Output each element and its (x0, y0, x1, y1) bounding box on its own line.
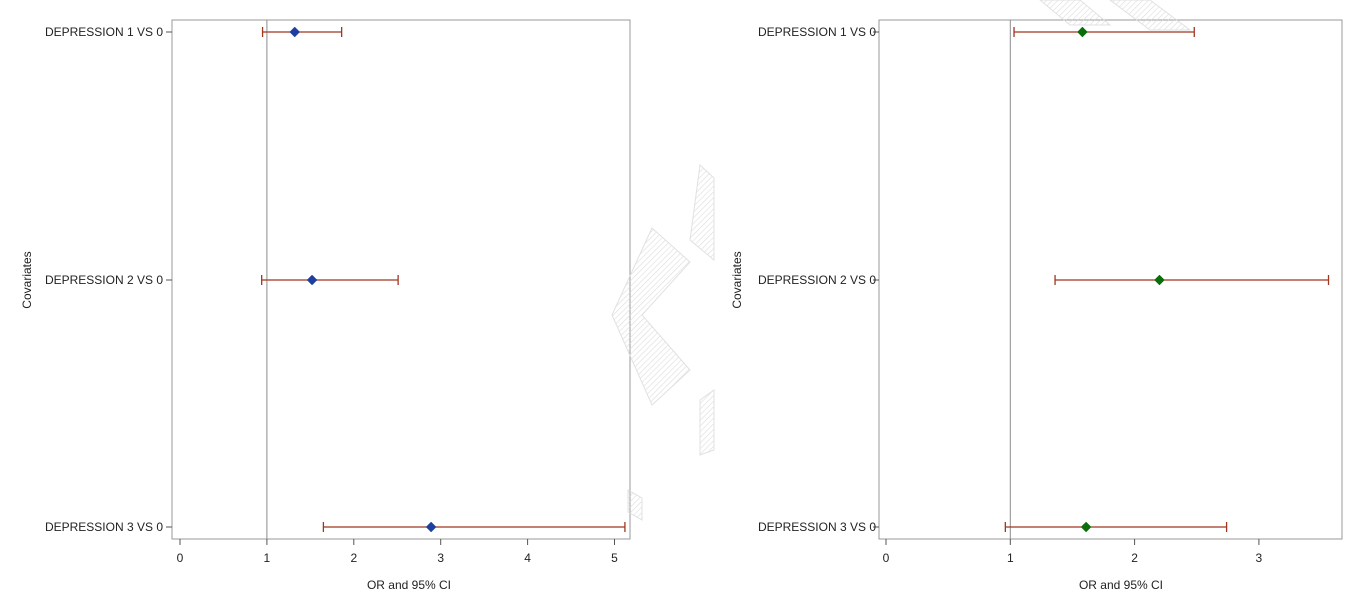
or-point (289, 26, 301, 38)
y-tick-label: DEPRESSION 2 VS 0 (758, 273, 876, 287)
y-axis-label: Covariates (20, 251, 34, 308)
forest-plot-right-svg: Covariates DEPRESSION 1 VS 0 DEPRESSION 2 … (730, 19, 1343, 592)
x-tick-label: 0 (177, 551, 184, 565)
y-axis-label: Covariates (730, 251, 744, 308)
y-tick-label: DEPRESSION 3 VS 0 (45, 520, 163, 534)
x-tick-label: 1 (264, 551, 271, 565)
x-tick-label: 2 (1131, 551, 1138, 565)
or-point (1080, 521, 1092, 533)
forest-plot-left: Covariates DEPRESSION 1 VS 0 DEPRESSION 2 … (0, 0, 642, 609)
x-tick-label: 1 (1007, 551, 1014, 565)
or-point (1154, 274, 1165, 286)
y-tick-label: DEPRESSION 1 VS 0 (758, 25, 876, 39)
x-axis-label: OR and 95% CI (1079, 578, 1163, 592)
y-tick-label: DEPRESSION 2 VS 0 (45, 273, 163, 287)
y-tick-label: DEPRESSION 3 VS 0 (758, 520, 876, 534)
x-tick-label: 4 (524, 551, 531, 565)
x-tick-label: 2 (350, 551, 357, 565)
forest-plot-left-svg: Covariates DEPRESSION 1 VS 0 DEPRESSION 2 … (20, 19, 631, 592)
x-axis-label: OR and 95% CI (367, 578, 451, 592)
x-tick-label: 5 (611, 551, 618, 565)
forest-plot-right: Covariates DEPRESSION 1 VS 0 DEPRESSION 2 … (714, 0, 1346, 609)
x-tick-label: 3 (437, 551, 444, 565)
or-point (1077, 26, 1088, 38)
plot-frame (171, 19, 631, 540)
x-tick-label: 0 (883, 551, 890, 565)
y-tick-label: DEPRESSION 1 VS 0 (45, 25, 163, 39)
x-tick-label: 3 (1256, 551, 1263, 565)
or-point (306, 274, 318, 286)
or-point (425, 521, 437, 533)
